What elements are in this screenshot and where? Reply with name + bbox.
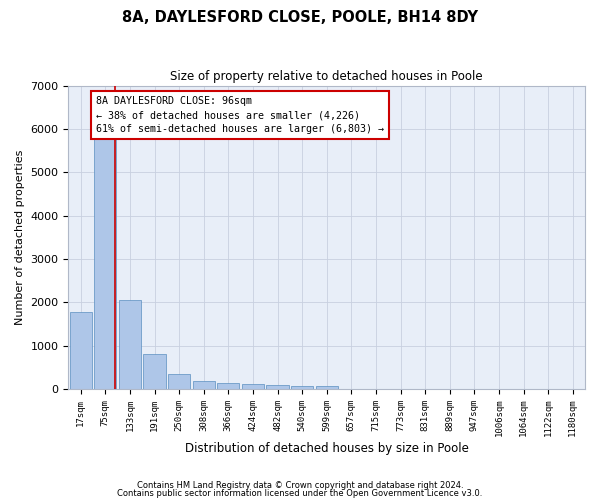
X-axis label: Distribution of detached houses by size in Poole: Distribution of detached houses by size … [185,442,469,455]
Bar [143,354,166,389]
Bar [266,385,289,389]
Text: 8A, DAYLESFORD CLOSE, POOLE, BH14 8DY: 8A, DAYLESFORD CLOSE, POOLE, BH14 8DY [122,10,478,25]
Text: 8A DAYLESFORD CLOSE: 96sqm
← 38% of detached houses are smaller (4,226)
61% of s: 8A DAYLESFORD CLOSE: 96sqm ← 38% of deta… [96,96,384,134]
Bar [217,384,239,389]
Bar [316,386,338,389]
Bar [291,386,313,389]
Bar [242,384,264,389]
Bar [70,312,92,389]
Bar [94,138,116,389]
Bar [119,300,141,389]
Bar [168,374,190,389]
Title: Size of property relative to detached houses in Poole: Size of property relative to detached ho… [170,70,483,83]
Text: Contains public sector information licensed under the Open Government Licence v3: Contains public sector information licen… [118,488,482,498]
Y-axis label: Number of detached properties: Number of detached properties [15,150,25,325]
Bar [193,381,215,389]
Text: Contains HM Land Registry data © Crown copyright and database right 2024.: Contains HM Land Registry data © Crown c… [137,481,463,490]
